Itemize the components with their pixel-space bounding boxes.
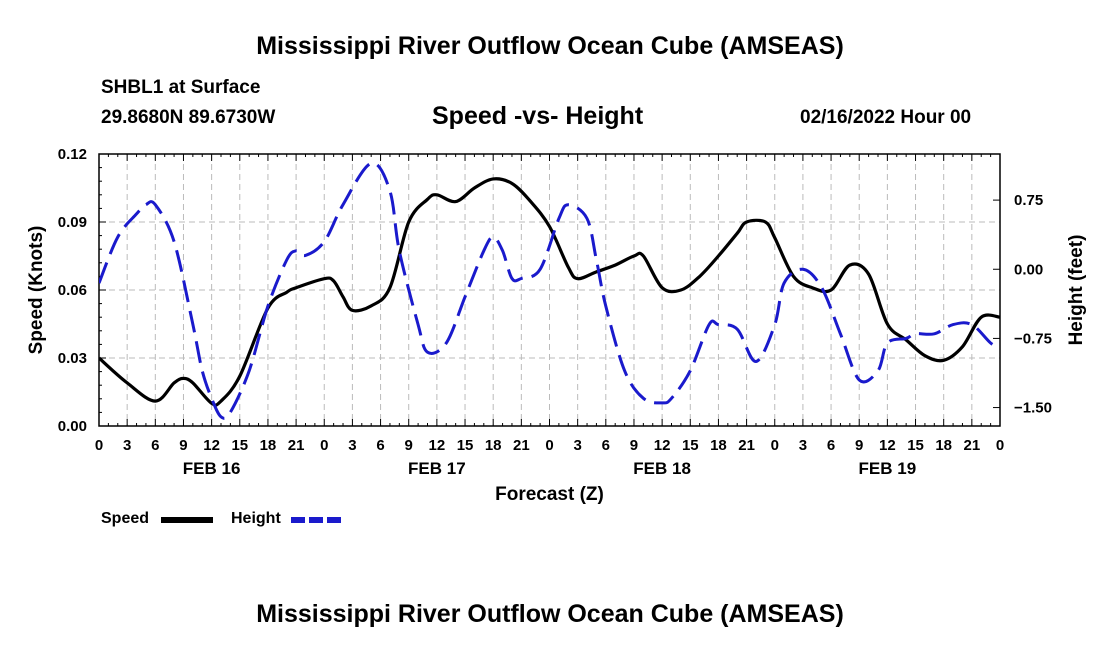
x-tick-label: 15	[682, 437, 699, 454]
x-tick-label: 6	[602, 437, 610, 454]
x-tick-label: 12	[654, 437, 671, 454]
x-tick-label: 9	[405, 437, 413, 454]
y2-tick-label: −1.50	[1014, 400, 1052, 417]
x-tick-label: 15	[457, 437, 474, 454]
y-tick-label: 0.06	[58, 282, 87, 299]
y-tick-label: 0.03	[58, 350, 87, 367]
y-tick-label: 0.09	[58, 214, 87, 231]
x-tick-label: 12	[203, 437, 220, 454]
x-day-label: FEB 19	[859, 459, 917, 478]
x-tick-label: 15	[907, 437, 924, 454]
x-tick-label: 12	[879, 437, 896, 454]
legend-speed-label: Speed	[101, 510, 150, 527]
x-tick-label: 6	[827, 437, 835, 454]
x-tick-label: 18	[935, 437, 952, 454]
x-tick-label: 21	[738, 437, 755, 454]
chart-title-bottom: Mississippi River Outflow Ocean Cube (AM…	[256, 600, 844, 628]
y-axis-title: Speed (Knots)	[26, 226, 47, 355]
x-tick-label: 9	[630, 437, 638, 454]
chart-title-top: Mississippi River Outflow Ocean Cube (AM…	[256, 32, 844, 60]
y-tick-label: 0.12	[58, 146, 87, 163]
x-tick-label: 9	[179, 437, 187, 454]
x-tick-label: 0	[320, 437, 328, 454]
y-tick-label: 0.00	[58, 418, 87, 435]
run-time-label: 02/16/2022 Hour 00	[800, 107, 972, 128]
y2-tick-label: −0.75	[1014, 330, 1052, 347]
legend-height-label: Height	[231, 510, 281, 527]
x-tick-label: 0	[95, 437, 103, 454]
x-tick-label: 9	[855, 437, 863, 454]
y2-tick-label: 0.00	[1014, 261, 1043, 278]
x-day-label: FEB 17	[408, 459, 466, 478]
x-tick-label: 21	[964, 437, 981, 454]
x-tick-label: 3	[799, 437, 807, 454]
x-day-label: FEB 16	[183, 459, 241, 478]
x-day-label: FEB 18	[633, 459, 691, 478]
x-tick-label: 3	[573, 437, 581, 454]
speed-series-line	[99, 177, 1000, 407]
station-label: SHBL1 at Surface	[101, 77, 261, 98]
coordinates-label: 29.8680N 89.6730W	[101, 107, 276, 128]
x-tick-label: 0	[996, 437, 1004, 454]
x-tick-label: 0	[545, 437, 553, 454]
x-tick-label: 6	[376, 437, 384, 454]
x-tick-label: 21	[513, 437, 530, 454]
x-tick-label: 3	[123, 437, 131, 454]
x-tick-label: 12	[429, 437, 446, 454]
y2-axis-title: Height (feet)	[1066, 235, 1087, 346]
x-tick-label: 6	[151, 437, 159, 454]
x-tick-label: 18	[710, 437, 727, 454]
height-series-line	[99, 161, 1000, 420]
x-axis-title: Forecast (Z)	[495, 484, 604, 505]
x-tick-label: 15	[231, 437, 248, 454]
chart-subtitle: Speed -vs- Height	[432, 102, 644, 130]
x-tick-label: 21	[288, 437, 305, 454]
x-tick-label: 0	[771, 437, 779, 454]
x-tick-label: 3	[348, 437, 356, 454]
x-tick-label: 18	[260, 437, 277, 454]
y2-tick-label: 0.75	[1014, 192, 1043, 209]
x-tick-label: 18	[485, 437, 502, 454]
